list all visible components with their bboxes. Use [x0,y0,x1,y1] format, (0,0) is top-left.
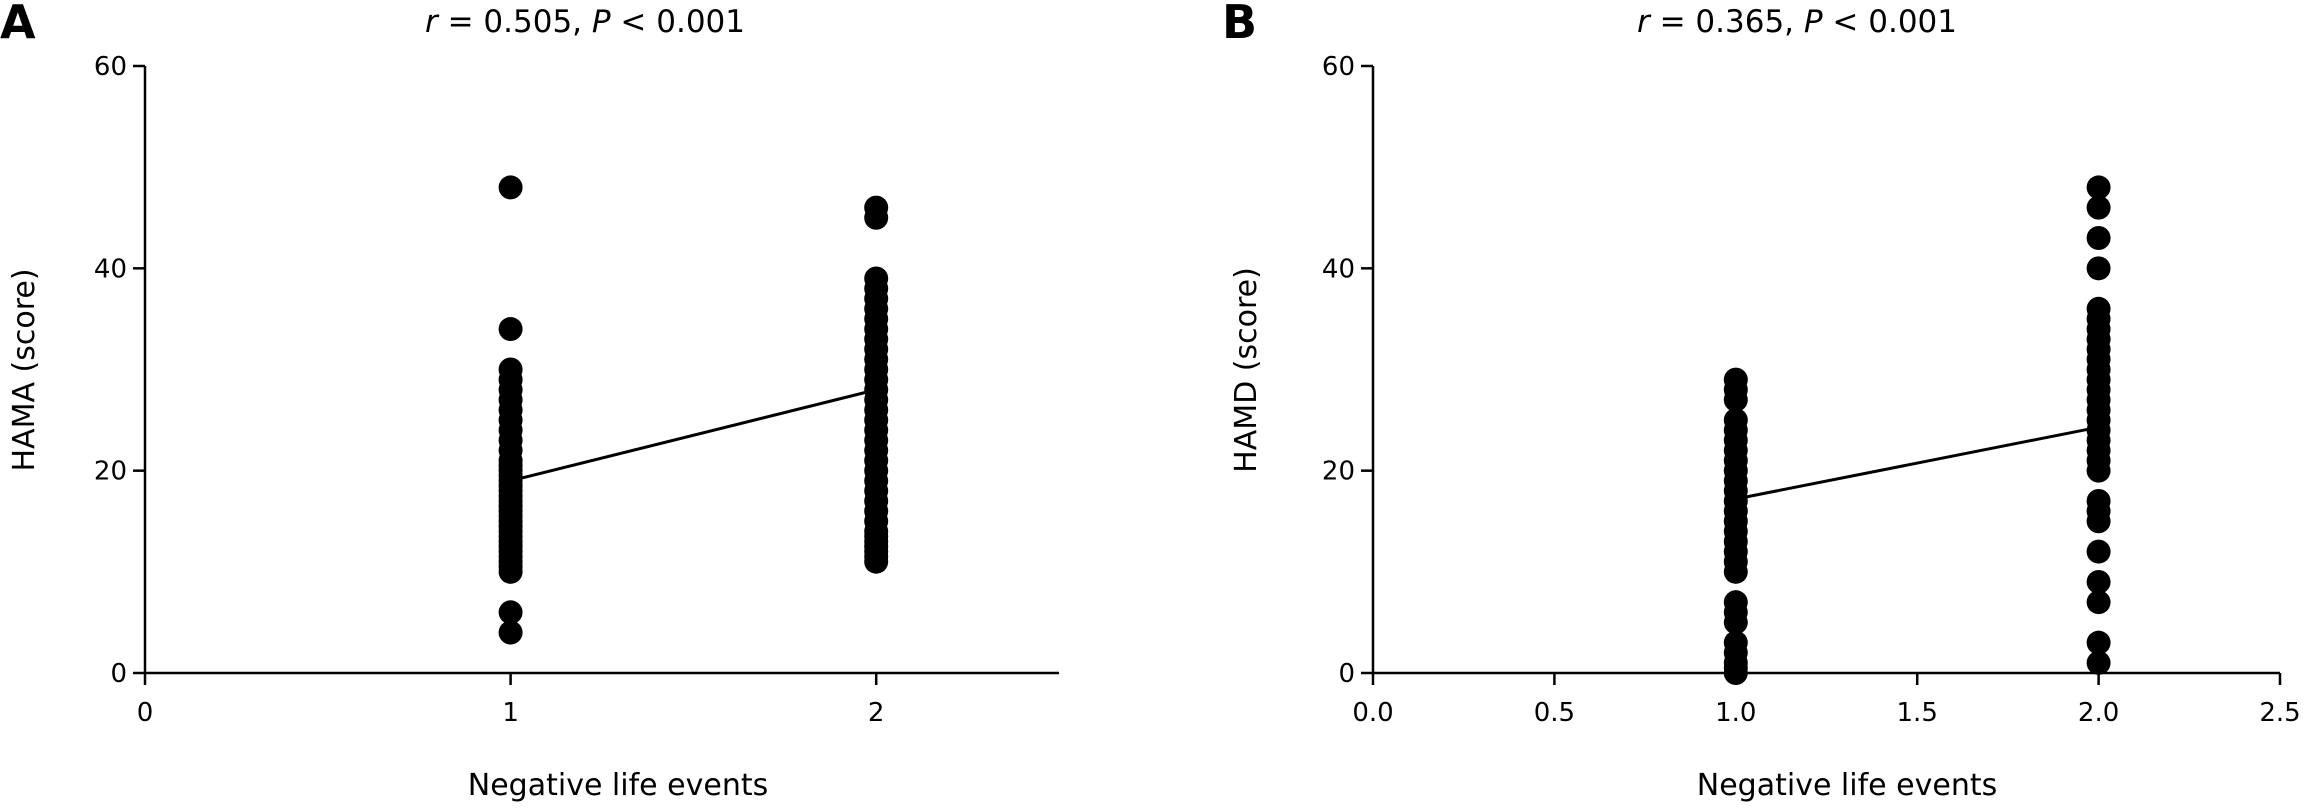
panel-b-title-r: r [1637,4,1652,40]
panel-a-regression-line [510,388,877,483]
panel-a-title-p-value: < 0.001 [611,4,745,40]
panel-b-y-tick-label: 40 [1322,254,1355,284]
panel-a-y-tick-label: 60 [94,52,127,82]
panel-a-y-axis-title: HAMA (score) [7,268,42,471]
panel-a-data-point [498,175,523,200]
panel-b-data-point [2086,225,2111,250]
panel-b-data-point [2086,256,2111,281]
panel-a-data-point [498,600,523,625]
panel-b-title-r-value: = 0.365, [1650,4,1804,40]
panel-b-x-tick-label: 0.5 [1534,698,1575,728]
panel-a-data-point [864,266,889,291]
panel-b-data-point [1723,408,1748,433]
panel-b-x-tick-label: 2.0 [2078,698,2119,728]
panel-a-x-tick-label: 0 [137,698,154,728]
panel-b-x-tick-label: 2.5 [2259,698,2300,728]
panel-a-data-point [864,524,889,549]
panel-a-title-r: r [425,4,440,40]
panel-b-data-point [2086,195,2111,220]
panel-a-x-tick-label: 1 [502,698,519,728]
panel-a-points [498,175,889,645]
panel-b-ticks: 0 20 40 60 0.0 0.5 1.0 1.5 2.0 2.5 [1322,52,2301,728]
panel-a-axes [143,66,1059,675]
panel-b-data-point [1723,367,1748,392]
panel-b-y-tick-label: 60 [1322,52,1355,82]
panel-b-data-point [2086,296,2111,321]
panel-b-data-point [1723,590,1748,615]
panel-b-x-axis-title: Negative life events [1697,768,1997,803]
panel-a-data-point [864,195,889,220]
panel-a-x-axis-title: Negative life events [468,768,768,803]
panel-b-data-point [2086,489,2111,514]
panel-b-data-point [2086,650,2111,675]
panel-b-data-point [2086,539,2111,564]
panel-b-title: r = 0.365, P < 0.001 [1637,4,1957,40]
panel-a-y-tick-label: 0 [110,659,127,689]
panel-letter-a: A [0,0,36,49]
panel-b-y-axis-title: HAMD (score) [1229,267,1264,473]
panel-b-x-tick-label: 1.5 [1897,698,1938,728]
scatter-panel-b: B r = 0.365, P < 0.001 HAMD (score) Nega… [1222,0,2301,803]
panel-a-x-tick-label: 2 [868,698,885,728]
panel-b-data-point [2086,630,2111,655]
panel-a-y-tick-label: 20 [94,457,127,487]
panel-b-y-tick-label: 20 [1322,457,1355,487]
panel-a-title-p: P [592,4,611,40]
panel-b-points [1723,175,2111,685]
panel-a-data-point [498,453,523,478]
panel-b-axes [1371,66,2280,675]
panel-a-data-point [498,317,523,342]
panel-a-title-r-value: = 0.505, [438,4,592,40]
panel-a-title: r = 0.505, P < 0.001 [425,4,745,40]
panel-a-data-point [498,620,523,645]
panel-b-x-tick-label: 1.0 [1715,698,1756,728]
panel-b-regression-line [1735,425,2099,501]
panel-b-title-p: P [1804,4,1823,40]
panel-a-data-point [498,357,523,382]
panel-letter-b: B [1222,0,1257,49]
panel-b-x-tick-label: 0.0 [1352,698,1393,728]
panel-b-y-tick-label: 0 [1338,659,1355,689]
panel-b-data-point [2086,569,2111,594]
panel-b-data-point [2086,175,2111,200]
panel-b-title-p-value: < 0.001 [1823,4,1957,40]
scatter-panel-a: A r = 0.505, P < 0.001 HAMA (score) Nega… [0,0,1059,803]
panel-b-data-point [2086,590,2111,615]
panel-a-ticks: 0 20 40 60 0 1 2 [94,52,885,728]
panel-b-data-point [1723,630,1748,655]
panel-a-y-tick-label: 40 [94,254,127,284]
